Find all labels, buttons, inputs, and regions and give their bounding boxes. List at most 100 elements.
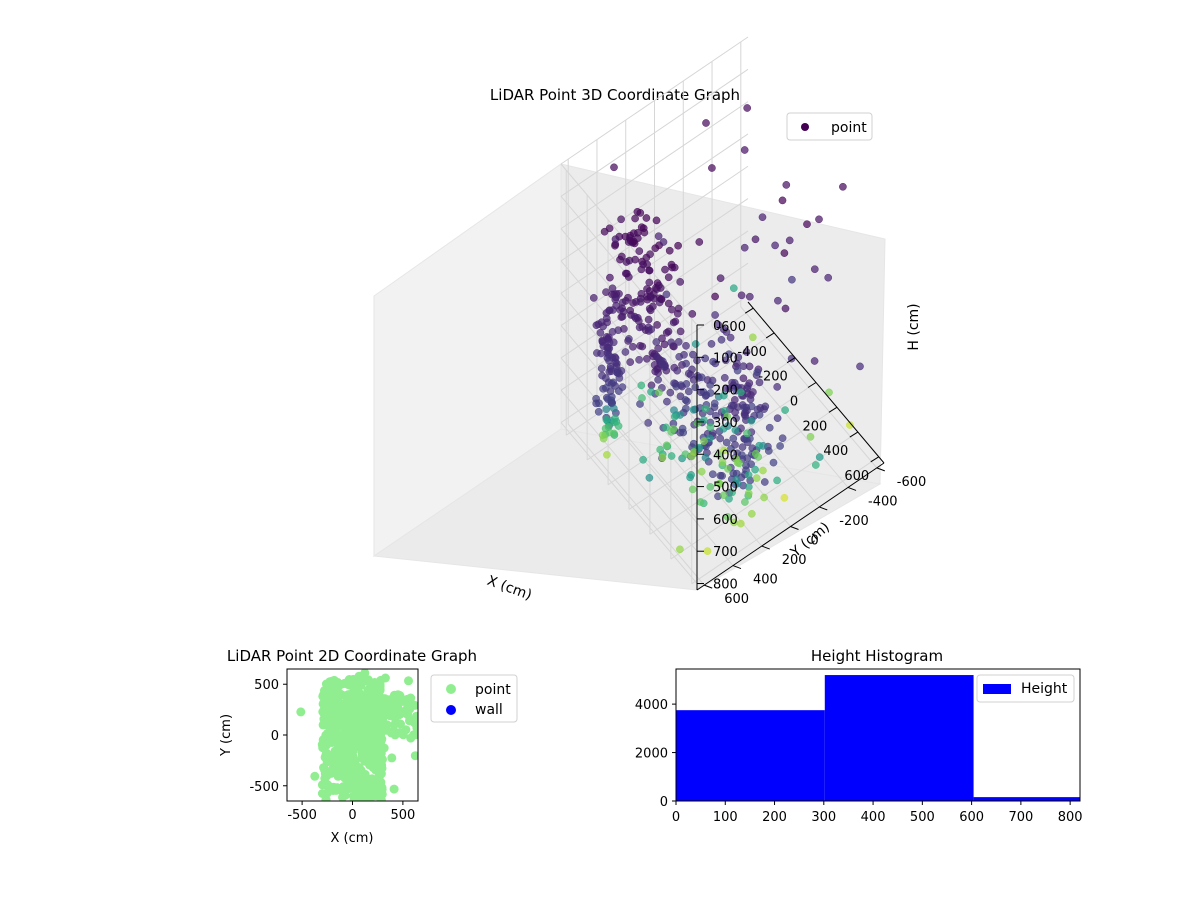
point-3d (740, 146, 749, 154)
point-3d (602, 415, 611, 424)
point-3d (719, 325, 728, 334)
point-3d (778, 434, 787, 443)
point-2d (379, 698, 389, 708)
point-3d (614, 326, 623, 335)
point-3d (636, 209, 645, 217)
point-3d (717, 335, 726, 344)
point-2d (374, 723, 384, 732)
point-3d (780, 493, 789, 502)
point-3d (740, 403, 749, 412)
x-tick-label-histogram: 200 (762, 810, 787, 825)
point-3d (773, 476, 781, 485)
point-3d (738, 451, 746, 459)
point-3d (610, 163, 618, 172)
y-tick-label-3d: 400 (753, 573, 778, 588)
point-3d (598, 431, 607, 440)
point-3d (701, 354, 710, 363)
point-3d (734, 353, 743, 362)
point-3d (655, 388, 663, 397)
point-3d (596, 328, 605, 337)
x-tick-label-histogram: 0 (672, 810, 680, 825)
point-3d (656, 284, 665, 292)
point-3d (645, 266, 654, 275)
point-3d (658, 334, 666, 343)
point-2d (410, 751, 418, 761)
point-3d (723, 412, 732, 421)
point-3d (774, 296, 782, 305)
point-3d (747, 460, 755, 469)
point-3d (733, 366, 742, 375)
point-3d (710, 399, 719, 408)
point-3d (751, 449, 760, 458)
point-3d (744, 489, 753, 498)
x-axis-line-3d (747, 301, 885, 464)
point-2d (409, 715, 418, 725)
point-3d (682, 380, 691, 388)
point-3d (747, 509, 756, 518)
point-3d (602, 405, 611, 414)
x-tick-label-3d: -200 (758, 370, 788, 385)
point-3d (605, 306, 614, 315)
point-3d (747, 402, 756, 411)
point-3d (729, 434, 738, 443)
point-2d (334, 688, 344, 698)
grid-left-z (560, 198, 749, 326)
point-3d (645, 278, 654, 287)
x-tick-label-histogram: 500 (910, 810, 935, 825)
point-3d (589, 294, 598, 302)
point-3d (811, 461, 820, 469)
y-tick-label-3d: 600 (724, 592, 749, 607)
point-3d (674, 338, 683, 346)
x-tick-3d (828, 406, 838, 413)
grid-back-z (560, 357, 698, 520)
point-3d (603, 450, 611, 459)
x-tick-label-histogram: 400 (861, 810, 886, 825)
point-3d (636, 341, 644, 350)
point-2d (324, 683, 334, 693)
point-3d (662, 423, 670, 432)
point-3d (631, 314, 640, 323)
point-3d (690, 448, 698, 456)
x-tick-label-2d: 0 (348, 808, 356, 823)
point-3d (720, 491, 728, 500)
chart-title-3d: LiDAR Point 3D Coordinate Graph (490, 86, 740, 104)
point-3d (755, 441, 764, 450)
x-tick-label-histogram: 100 (713, 810, 738, 825)
point-3d (751, 465, 759, 474)
z-axis-label-3d: H (cm) (906, 303, 922, 350)
point-3d (618, 298, 627, 307)
point-2d (334, 783, 344, 793)
point-3d (673, 309, 682, 318)
point-3d (700, 437, 708, 445)
point-3d (644, 419, 653, 427)
chart-title-2d: LiDAR Point 2D Coordinate Graph (227, 647, 477, 665)
point-3d (738, 443, 747, 451)
point-3d (846, 421, 854, 429)
point-2d (380, 673, 390, 683)
point-3d (722, 438, 731, 447)
point-2d (360, 794, 370, 801)
point-3d (769, 458, 778, 467)
histogram-bar (973, 797, 1080, 801)
point-3d (725, 350, 733, 359)
point-3d (625, 256, 634, 265)
point-3d (635, 247, 644, 255)
point-3d (773, 414, 782, 423)
point-2d (357, 752, 367, 762)
point-3d (724, 464, 732, 473)
point-3d (624, 273, 633, 281)
point-3d (708, 164, 716, 172)
point-3d (715, 451, 723, 459)
point-3d (639, 260, 647, 269)
legend-histogram: Height (976, 674, 1075, 703)
point-3d (602, 314, 611, 323)
histogram-bar (824, 675, 974, 801)
point-3d (676, 545, 684, 554)
point-3d (748, 333, 757, 342)
point-2d (321, 750, 331, 760)
point-3d (778, 196, 787, 205)
point-3d (604, 423, 613, 431)
point-3d (755, 410, 764, 419)
point-3d (606, 273, 614, 282)
